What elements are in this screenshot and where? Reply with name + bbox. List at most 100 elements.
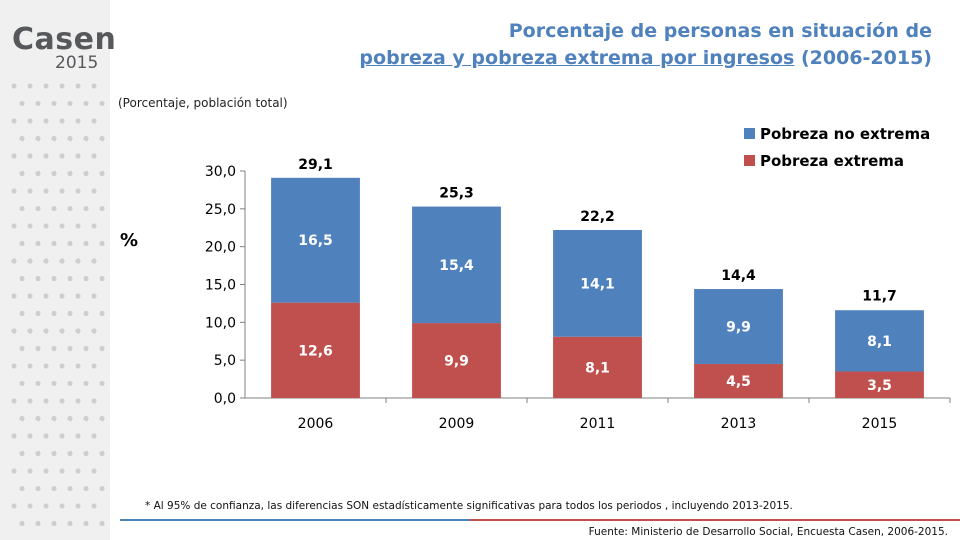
- data-label: 8,1: [585, 360, 610, 376]
- divider-red: [470, 519, 960, 521]
- decorative-dot: [91, 258, 97, 264]
- decorative-dot: [43, 83, 49, 89]
- x-tick-label: 2015: [862, 416, 898, 432]
- bar-segment-no-extrema: [412, 206, 501, 324]
- decorative-dot: [35, 485, 41, 492]
- decorative-dot: [91, 293, 97, 299]
- decorative-dot: [99, 205, 105, 212]
- decorative-dot: [91, 118, 97, 124]
- logo-word: Casen: [12, 22, 117, 57]
- decorative-dot: [27, 398, 33, 404]
- decorative-dot: [83, 485, 89, 492]
- decorative-dot: [67, 520, 73, 527]
- decorative-dot: [83, 520, 89, 527]
- decorative-dot: [19, 170, 25, 177]
- decorative-dot: [27, 468, 33, 474]
- decorative-dot: [43, 468, 49, 474]
- decorative-dot: [59, 398, 65, 404]
- decorative-dot: [35, 275, 41, 282]
- bar-segment-extrema: [412, 323, 501, 398]
- total-label: 11,7: [862, 288, 897, 304]
- decorative-dot: [11, 293, 17, 299]
- decorative-dot: [91, 153, 97, 159]
- decorative-dot: [27, 188, 33, 194]
- decorative-dot: [19, 135, 25, 142]
- decorative-dot: [51, 485, 57, 492]
- decorative-dot: [35, 205, 41, 212]
- decorative-dot: [11, 153, 17, 159]
- decorative-dot: [35, 100, 41, 107]
- decorative-dot: [27, 433, 33, 439]
- decorative-dot: [35, 135, 41, 142]
- dot-pattern: [11, 83, 105, 527]
- x-tick-label: 2009: [439, 416, 475, 432]
- decorative-dot: [27, 118, 33, 124]
- page-title: Porcentaje de personas en situación de p…: [212, 18, 932, 72]
- decorative-dot: [43, 328, 49, 334]
- data-label: 14,1: [580, 276, 615, 292]
- decorative-dot: [11, 468, 17, 474]
- decorative-dot: [67, 380, 73, 387]
- y-tick-label: 30,0: [205, 164, 236, 180]
- decorative-dot: [51, 520, 57, 527]
- decorative-dot: [67, 275, 73, 282]
- decorative-dot: [43, 398, 49, 404]
- bar-segment-extrema: [271, 302, 360, 398]
- legend: Pobreza no extrema Pobreza extrema: [744, 125, 930, 170]
- decorative-dot: [19, 485, 25, 492]
- data-label: 9,9: [726, 319, 751, 335]
- x-tick-label: 2013: [721, 416, 757, 432]
- decorative-dot: [67, 100, 73, 107]
- decorative-dot: [75, 468, 81, 474]
- decorative-dot: [83, 310, 89, 317]
- decorative-dot: [11, 503, 17, 509]
- divider-blue: [120, 519, 470, 521]
- decorative-dot: [75, 153, 81, 159]
- decorative-dot: [83, 100, 89, 107]
- decorative-dot: [91, 363, 97, 369]
- decorative-dot: [91, 398, 97, 404]
- decorative-dot: [19, 100, 25, 107]
- y-tick-label: 0,0: [214, 391, 236, 407]
- data-label: 12,6: [298, 343, 333, 359]
- decorative-dot: [51, 380, 57, 387]
- decorative-dot: [75, 223, 81, 229]
- decorative-dot: [83, 345, 89, 352]
- total-label: 25,3: [439, 186, 474, 202]
- decorative-dot: [75, 398, 81, 404]
- decorative-dot: [75, 83, 81, 89]
- decorative-dot: [51, 310, 57, 317]
- decorative-dot: [19, 240, 25, 247]
- decorative-dot: [19, 380, 25, 387]
- total-label: 22,2: [580, 209, 615, 225]
- decorative-dot: [11, 433, 17, 439]
- decorative-dot: [27, 153, 33, 159]
- decorative-dot: [91, 433, 97, 439]
- decorative-dot: [43, 503, 49, 509]
- decorative-dot: [91, 468, 97, 474]
- sidebar: Casen 2015: [0, 0, 116, 540]
- decorative-dot: [51, 170, 57, 177]
- y-tick-label: 5,0: [214, 353, 236, 369]
- bars: 12,6 16,5 29,1 9,9 15,4 25,3 8,1 14,1 22,2 4,5 9,9…: [271, 157, 924, 398]
- decorative-dot: [83, 380, 89, 387]
- y-tick-label: 20,0: [205, 240, 236, 256]
- x-tick-label: 2006: [298, 416, 334, 432]
- decorative-dot: [83, 205, 89, 212]
- title-line-1: Porcentaje de personas en situación de: [508, 20, 932, 42]
- legend-label: Pobreza extrema: [760, 152, 904, 170]
- decorative-dot: [67, 205, 73, 212]
- decorative-dot: [11, 118, 17, 124]
- decorative-dot: [83, 415, 89, 422]
- decorative-dot: [99, 415, 105, 422]
- chart-subtitle: (Porcentaje, población total): [118, 96, 288, 110]
- decorative-dot: [91, 503, 97, 509]
- decorative-dot: [35, 310, 41, 317]
- decorative-dot: [59, 293, 65, 299]
- decorative-dot: [99, 450, 105, 457]
- decorative-dot: [91, 83, 97, 89]
- data-label: 8,1: [867, 334, 892, 350]
- decorative-dot: [75, 433, 81, 439]
- decorative-dot: [59, 328, 65, 334]
